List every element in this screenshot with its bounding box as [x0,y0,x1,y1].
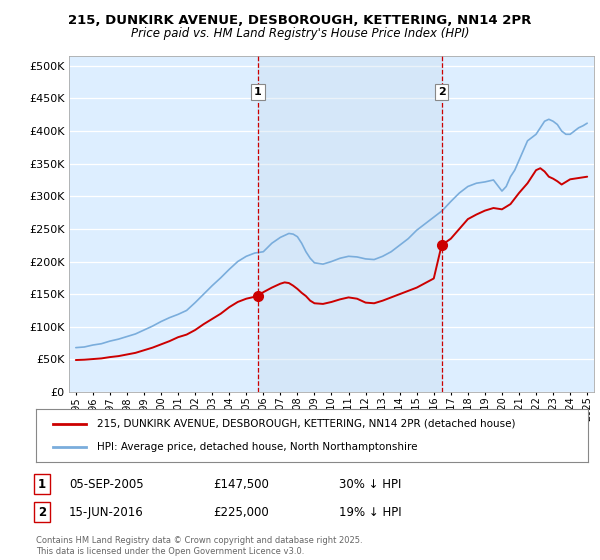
Text: Contains HM Land Registry data © Crown copyright and database right 2025.
This d: Contains HM Land Registry data © Crown c… [36,536,362,556]
Text: £225,000: £225,000 [213,506,269,519]
Text: 1: 1 [38,478,46,491]
Text: 15-JUN-2016: 15-JUN-2016 [69,506,144,519]
Text: HPI: Average price, detached house, North Northamptonshire: HPI: Average price, detached house, Nort… [97,442,417,452]
Text: 215, DUNKIRK AVENUE, DESBOROUGH, KETTERING, NN14 2PR (detached house): 215, DUNKIRK AVENUE, DESBOROUGH, KETTERI… [97,419,515,429]
Text: 215, DUNKIRK AVENUE, DESBOROUGH, KETTERING, NN14 2PR: 215, DUNKIRK AVENUE, DESBOROUGH, KETTERI… [68,14,532,27]
Text: 2: 2 [438,87,445,97]
Text: 30% ↓ HPI: 30% ↓ HPI [339,478,401,491]
Text: 19% ↓ HPI: 19% ↓ HPI [339,506,401,519]
Text: £147,500: £147,500 [213,478,269,491]
Text: 1: 1 [254,87,262,97]
Bar [258,56,442,392]
Text: Price paid vs. HM Land Registry's House Price Index (HPI): Price paid vs. HM Land Registry's House … [131,27,469,40]
Text: 05-SEP-2005: 05-SEP-2005 [69,478,143,491]
Text: 2: 2 [38,506,46,519]
